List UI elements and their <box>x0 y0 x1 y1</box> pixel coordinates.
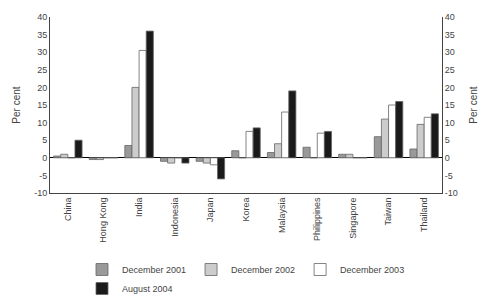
svg-text:Thailand: Thailand <box>419 198 429 233</box>
svg-text:Singapore: Singapore <box>348 198 358 239</box>
svg-text:25: 25 <box>37 65 47 75</box>
svg-text:Hong Kong: Hong Kong <box>98 198 108 243</box>
svg-text:20: 20 <box>37 83 47 93</box>
svg-text:August 2004: August 2004 <box>122 284 173 294</box>
svg-text:10: 10 <box>37 118 47 128</box>
svg-text:-5: -5 <box>445 171 453 181</box>
svg-text:20: 20 <box>445 83 455 93</box>
svg-text:40: 40 <box>37 12 47 22</box>
svg-text:Korea: Korea <box>241 198 251 222</box>
svg-text:40: 40 <box>445 12 455 22</box>
svg-text:Philippines: Philippines <box>312 197 322 241</box>
svg-text:15: 15 <box>37 100 47 110</box>
svg-text:India: India <box>134 198 144 218</box>
svg-text:25: 25 <box>445 65 455 75</box>
svg-text:December 2002: December 2002 <box>231 265 295 275</box>
svg-text:-10: -10 <box>34 188 47 198</box>
svg-text:5: 5 <box>445 135 450 145</box>
svg-text:0: 0 <box>445 153 450 163</box>
svg-text:30: 30 <box>445 47 455 57</box>
svg-text:Taiwan: Taiwan <box>383 198 393 226</box>
svg-text:30: 30 <box>37 47 47 57</box>
svg-text:Per cent: Per cent <box>11 86 22 123</box>
svg-text:35: 35 <box>445 30 455 40</box>
svg-text:December 2001: December 2001 <box>122 265 186 275</box>
svg-text:-10: -10 <box>445 188 458 198</box>
svg-text:10: 10 <box>445 118 455 128</box>
svg-text:15: 15 <box>445 100 455 110</box>
svg-text:Malaysia: Malaysia <box>277 198 287 234</box>
svg-text:China: China <box>63 198 73 222</box>
svg-text:5: 5 <box>42 135 47 145</box>
svg-text:-5: -5 <box>39 171 47 181</box>
svg-text:Per cent: Per cent <box>468 86 479 123</box>
svg-text:Indonesia: Indonesia <box>170 198 180 237</box>
svg-text:35: 35 <box>37 30 47 40</box>
svg-text:December 2003: December 2003 <box>340 265 404 275</box>
svg-text:0: 0 <box>42 153 47 163</box>
svg-text:Japan: Japan <box>205 198 215 223</box>
